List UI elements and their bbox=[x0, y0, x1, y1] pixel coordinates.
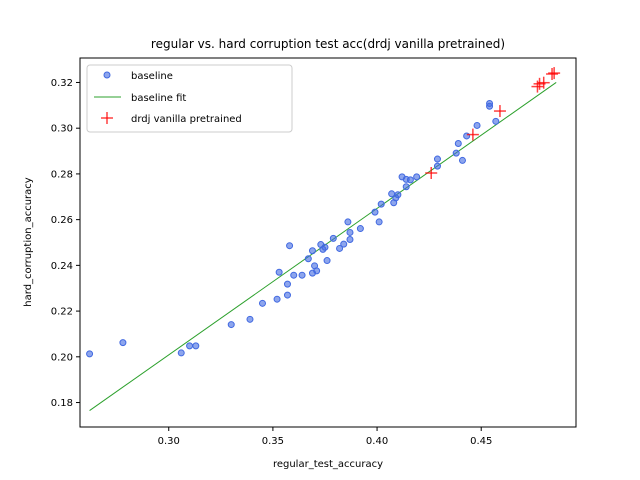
baseline-point bbox=[486, 99, 494, 107]
baseline-point bbox=[377, 200, 385, 208]
baseline-point bbox=[394, 191, 402, 199]
x-axis-ticks: 0.30 0.35 0.40 0.45 bbox=[158, 427, 492, 447]
baseline-point bbox=[473, 121, 481, 129]
baseline-point bbox=[406, 176, 414, 184]
drdj-point bbox=[531, 80, 544, 93]
y-tick-label: 0.30 bbox=[51, 124, 73, 135]
x-tick-label: 0.40 bbox=[366, 436, 388, 447]
legend-marker-drdj bbox=[101, 112, 113, 124]
y-tick-label: 0.18 bbox=[51, 398, 73, 409]
legend-marker-baseline bbox=[103, 71, 111, 79]
baseline-point bbox=[177, 349, 185, 357]
drdj-point bbox=[466, 128, 479, 141]
baseline-point bbox=[323, 257, 331, 265]
baseline-point bbox=[273, 295, 281, 303]
chart-title: regular vs. hard corruption test acc(drd… bbox=[151, 37, 505, 51]
drdj-point bbox=[425, 166, 438, 179]
y-axis-label: hard_corruption_accuracy bbox=[23, 177, 34, 306]
y-tick-label: 0.22 bbox=[51, 307, 73, 318]
baseline-point bbox=[321, 243, 329, 251]
legend-label-baseline-fit: baseline fit bbox=[131, 93, 186, 104]
baseline-point bbox=[290, 271, 298, 279]
x-tick-label: 0.45 bbox=[470, 436, 492, 447]
legend-label-baseline: baseline bbox=[131, 71, 173, 82]
legend-label-drdj: drdj vanilla pretrained bbox=[131, 114, 242, 125]
y-tick-label: 0.32 bbox=[51, 78, 73, 89]
legend: baseline baseline fit drdj vanilla pretr… bbox=[86, 64, 293, 133]
baseline-point bbox=[283, 291, 291, 299]
baseline-point bbox=[402, 183, 410, 191]
y-tick-label: 0.28 bbox=[51, 169, 73, 180]
baseline-point bbox=[304, 255, 312, 263]
x-tick-label: 0.35 bbox=[262, 436, 284, 447]
x-tick-label: 0.30 bbox=[158, 436, 180, 447]
drdj-point bbox=[548, 67, 561, 80]
baseline-point bbox=[433, 162, 441, 170]
baseline-point bbox=[192, 342, 200, 350]
baseline-point bbox=[346, 228, 354, 236]
baseline-point bbox=[119, 339, 127, 347]
baseline-point bbox=[375, 218, 383, 226]
legend-box bbox=[86, 64, 293, 133]
y-tick-label: 0.24 bbox=[51, 261, 73, 272]
baseline-point bbox=[246, 315, 254, 323]
baseline-point bbox=[227, 321, 235, 329]
baseline-point bbox=[356, 225, 364, 233]
baseline-point bbox=[344, 218, 352, 226]
drdj-point bbox=[493, 105, 506, 118]
baseline-point bbox=[286, 242, 294, 250]
y-tick-label: 0.26 bbox=[51, 215, 73, 226]
baseline-point bbox=[336, 244, 344, 252]
baseline-point bbox=[258, 299, 266, 307]
drdj-point bbox=[546, 68, 559, 81]
baseline-point bbox=[283, 280, 291, 288]
baseline-point bbox=[452, 149, 460, 157]
drdj-point bbox=[537, 76, 550, 89]
baseline-point bbox=[371, 208, 379, 216]
baseline-point bbox=[454, 140, 462, 148]
drdj-points bbox=[425, 67, 561, 179]
baseline-point bbox=[186, 342, 194, 350]
y-tick-label: 0.20 bbox=[51, 352, 73, 363]
x-axis-label: regular_test_accuracy bbox=[273, 459, 383, 470]
baseline-point bbox=[275, 268, 283, 276]
baseline-point bbox=[86, 350, 94, 358]
baseline-point bbox=[458, 156, 466, 164]
baseline-point bbox=[340, 240, 348, 248]
y-axis-ticks: 0.18 0.20 0.22 0.24 0.26 0.28 0.30 0.32 bbox=[51, 78, 80, 409]
baseline-point bbox=[313, 267, 321, 275]
baseline-point bbox=[298, 271, 306, 279]
baseline-point bbox=[413, 173, 421, 181]
baseline-point bbox=[346, 236, 354, 244]
baseline-point bbox=[492, 117, 500, 125]
plot-frame bbox=[79, 57, 577, 428]
baseline-points bbox=[86, 99, 500, 358]
baseline-point bbox=[308, 247, 316, 255]
baseline-point bbox=[433, 155, 441, 163]
baseline-point bbox=[329, 234, 337, 242]
